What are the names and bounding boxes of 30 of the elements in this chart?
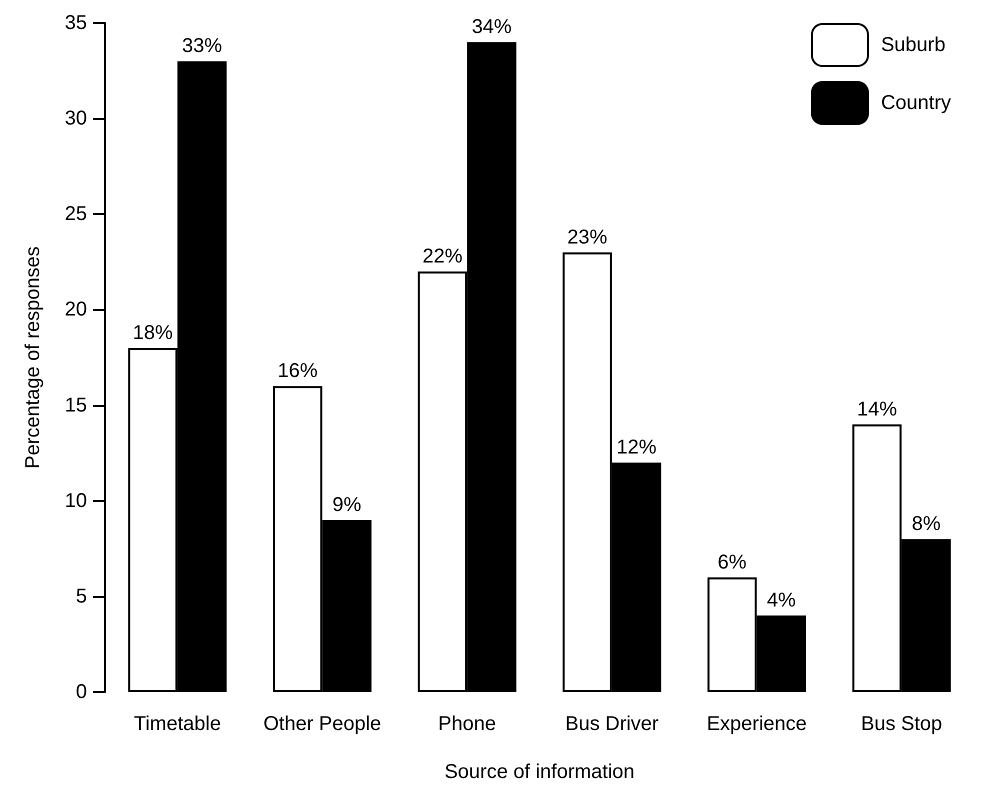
data-label: 4% (766, 590, 796, 612)
y-tick-label: 35 (64, 12, 87, 34)
y-tick-label: 0 (76, 681, 87, 703)
x-tick-label: Bus Driver (565, 713, 659, 735)
y-tick-label: 5 (76, 585, 87, 608)
data-label: 9% (332, 494, 362, 516)
legend-label: Country (880, 92, 951, 114)
data-label: 8% (912, 513, 941, 536)
y-tick-label: 20 (64, 298, 87, 321)
x-tick-label: Bus Stop (860, 713, 942, 735)
data-label: 18% (132, 322, 174, 344)
data-label: 33% (182, 35, 222, 58)
data-label: 34% (472, 16, 512, 38)
data-label: 23% (567, 226, 608, 248)
x-tick-label: Experience (706, 713, 807, 735)
legend-label: Suburb (880, 34, 946, 56)
data-label: 14% (856, 398, 898, 420)
data-label: 16% (278, 360, 318, 382)
x-axis-title: Source of information (444, 761, 635, 783)
x-tick-label: Timetable (134, 713, 221, 735)
x-tick-label: Phone (438, 713, 496, 735)
data-label: 22% (422, 245, 463, 268)
data-label: 12% (616, 436, 657, 459)
y-tick-label: 25 (64, 203, 87, 226)
data-label: 6% (718, 551, 747, 574)
x-tick-label: Other People (263, 713, 382, 735)
y-tick-label: 15 (64, 394, 87, 416)
y-tick-label: 10 (64, 490, 87, 512)
y-axis-title: Percentage of responses (22, 246, 44, 469)
y-tick-label: 30 (64, 108, 87, 130)
